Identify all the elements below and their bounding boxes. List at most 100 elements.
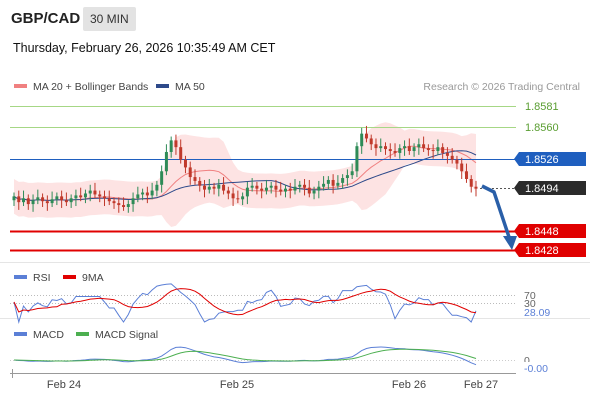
candle-body <box>141 192 145 195</box>
candle-body <box>107 198 111 202</box>
candle-body <box>264 187 268 191</box>
candle-body <box>188 167 192 178</box>
rsi-ma-legend-label: 9MA <box>82 272 104 284</box>
candle-body <box>474 186 478 189</box>
x-tick-feb26: Feb 26 <box>392 379 426 391</box>
candle-body <box>117 203 121 206</box>
x-tick-feb24: Feb 24 <box>47 379 81 391</box>
candle-body <box>126 204 130 207</box>
candlesticks <box>12 125 478 213</box>
candle-body <box>441 147 445 153</box>
ma50-legend-label: MA 50 <box>175 81 205 93</box>
candle-body <box>102 196 106 199</box>
candle-body <box>445 152 449 156</box>
macd-line <box>13 346 477 366</box>
candle-body <box>150 190 154 196</box>
ma50-line <box>13 150 477 201</box>
rsi-lines <box>13 283 477 324</box>
candle-body <box>131 198 135 205</box>
candle-body <box>174 140 178 148</box>
datetime-label: Thursday, February 26, 2026 10:35:49 AM … <box>13 41 276 55</box>
resistance-1-label: 1.8560 <box>525 122 559 134</box>
candle-body <box>350 171 354 176</box>
candle-body <box>155 184 159 191</box>
candle-body <box>79 195 83 198</box>
pivot-label: 1.8526 <box>525 154 559 166</box>
candle-body <box>160 171 164 185</box>
candle-body <box>341 178 345 183</box>
bollinger-bands <box>14 122 476 227</box>
candle-body <box>179 147 183 160</box>
candle-body <box>455 159 459 164</box>
candle-body <box>355 146 359 172</box>
ma20-legend-label: MA 20 + Bollinger Bands <box>33 81 148 93</box>
candle-body <box>112 201 116 204</box>
candle-body <box>450 155 454 160</box>
candle-body <box>374 144 378 149</box>
macd-panel: MACD MACD Signal 0 -0.00 <box>10 329 557 375</box>
candle-body <box>12 196 16 201</box>
candle-body <box>226 190 230 194</box>
macd-legend-swatch <box>14 332 27 336</box>
bollinger-band-area <box>14 122 476 227</box>
candle-body <box>64 200 68 203</box>
candle-body <box>288 188 292 191</box>
rsi-legend-label: RSI <box>33 272 51 284</box>
candle-body <box>412 147 416 152</box>
candle-body <box>388 149 392 152</box>
candle-body <box>22 198 26 203</box>
rsi-value-bg <box>521 307 557 318</box>
candle-body <box>360 133 364 147</box>
candle-body <box>69 198 73 203</box>
timeframe-badge[interactable]: 30 MIN <box>83 7 136 31</box>
rsi-ma-line <box>13 288 477 316</box>
forecast-arrow <box>481 184 517 250</box>
candle-body <box>426 148 430 151</box>
rsi-70-label: 70 <box>524 290 536 302</box>
resistance-2-label: 1.8581 <box>525 101 559 113</box>
candle-body <box>384 146 388 150</box>
candle-body <box>122 205 126 207</box>
candle-body <box>417 144 421 148</box>
candle-body <box>364 133 368 139</box>
forecast-arrow-head <box>503 236 517 250</box>
macd-signal-line <box>13 348 477 362</box>
credit-label: Research © 2026 Trading Central <box>423 81 580 93</box>
candle-body <box>136 194 140 199</box>
support-1-tag: 1.8448 <box>514 224 586 238</box>
candle-body <box>45 201 49 204</box>
candle-body <box>407 146 411 152</box>
candle-body <box>303 184 307 188</box>
macd-signal-legend-swatch <box>76 332 89 336</box>
macd-value-label: -0.00 <box>524 363 548 375</box>
candle-body <box>207 186 211 190</box>
candle-body <box>331 179 335 186</box>
candle-body <box>293 186 297 191</box>
rsi-line <box>13 283 477 324</box>
rsi-legend-swatch <box>14 275 27 279</box>
candle-body <box>422 144 426 149</box>
support-1-tag-bg <box>514 224 586 238</box>
last-price-tag: 1.8494 <box>514 181 586 195</box>
x-tick-feb27: Feb 27 <box>464 379 498 391</box>
candle-body <box>17 196 21 203</box>
forecast-arrow-path <box>481 184 512 241</box>
last-price-label: 1.8494 <box>525 183 559 195</box>
candle-body <box>98 194 102 197</box>
macd-zero-label: 0 <box>524 355 530 367</box>
candle-body <box>469 179 473 187</box>
candle-body <box>212 186 216 189</box>
candle-body <box>41 197 45 202</box>
candle-body <box>312 190 316 194</box>
macd-value-bg <box>521 362 557 373</box>
candle-body <box>93 190 97 195</box>
candle-body <box>60 196 64 201</box>
candle-body <box>74 195 78 199</box>
ma20-legend-swatch <box>14 84 27 88</box>
candle-body <box>255 185 259 189</box>
candle-body <box>279 189 283 192</box>
candle-body <box>317 186 321 191</box>
support-1-label: 1.8448 <box>525 226 559 238</box>
candle-body <box>307 187 311 194</box>
macd-signal-legend-label: MACD Signal <box>95 329 158 341</box>
